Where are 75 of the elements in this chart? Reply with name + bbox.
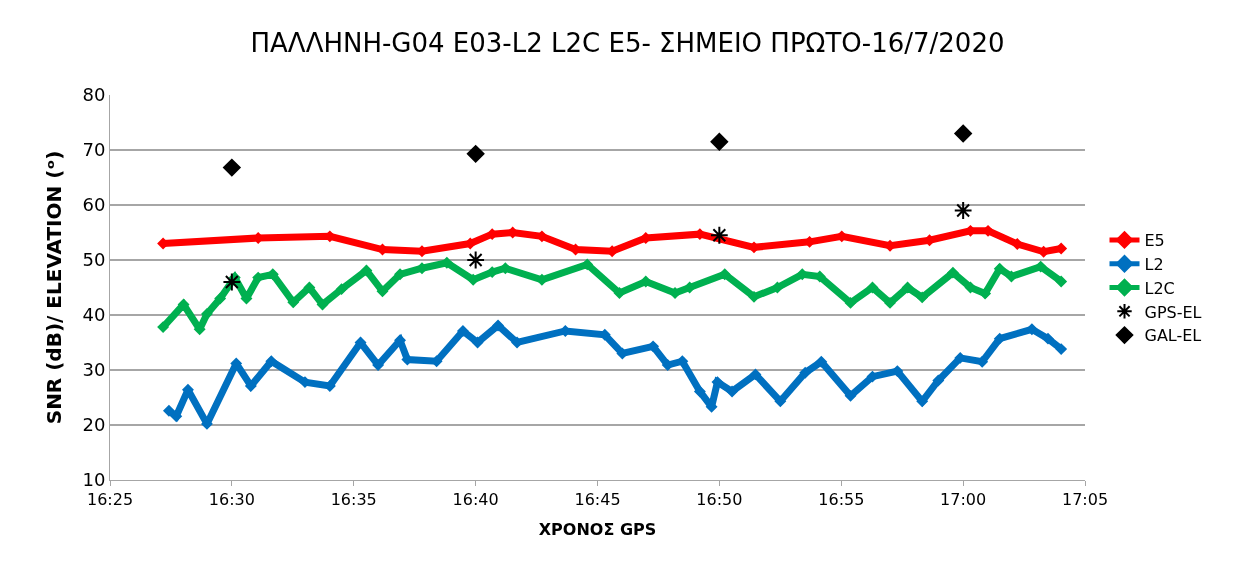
y-tick-label: 10: [82, 469, 106, 491]
y-tick-label: 30: [82, 359, 106, 381]
point: [457, 325, 469, 337]
point: [953, 201, 973, 220]
y-axis-title: SNR (dB)/ ELEVATION (ᵒ): [41, 150, 66, 425]
point: [954, 124, 972, 143]
point: [1055, 275, 1067, 287]
y-tick-label: 20: [82, 414, 106, 436]
point: [472, 336, 484, 349]
point: [316, 299, 329, 311]
point: [774, 395, 786, 407]
point: [844, 390, 857, 402]
y-tick-label: 80: [82, 84, 106, 106]
point: [466, 250, 486, 270]
point: [709, 225, 729, 245]
point: [1035, 261, 1047, 273]
point: [947, 267, 959, 279]
x-axis-title: ΧΡΟΝΟΣ GPS: [538, 519, 657, 539]
legend-label: GAL-EL: [1144, 326, 1202, 346]
point: [726, 385, 738, 397]
legend-label: E5: [1144, 231, 1165, 251]
point: [214, 292, 226, 305]
point: [916, 291, 928, 303]
point: [163, 405, 175, 417]
y-tick-label: 50: [82, 249, 106, 271]
point: [467, 274, 479, 286]
point: [376, 285, 389, 297]
point: [748, 291, 760, 303]
point: [932, 374, 944, 386]
point: [360, 264, 372, 276]
x-tick-label: 16:45: [574, 490, 621, 510]
point: [1005, 270, 1017, 283]
point: [335, 283, 348, 295]
x-tick-label: 16:50: [696, 490, 743, 510]
point: [372, 359, 384, 371]
x-tick-label: 17:00: [940, 490, 987, 510]
point: [979, 288, 991, 300]
y-tick-label: 40: [82, 304, 106, 326]
point: [1055, 343, 1067, 355]
point: [222, 272, 242, 292]
point: [466, 145, 485, 163]
point: [1042, 333, 1054, 345]
point: [201, 308, 213, 320]
point: [265, 355, 277, 367]
point: [719, 268, 731, 280]
x-tick-label: 16:25: [86, 490, 134, 510]
chart-title: ΠΑΛΛΗΝΗ-G04 E03-L2 L2C E5- ΣΗΜΕΙΟ ΠΡΩΤΟ-16/7/2020: [250, 28, 1005, 59]
point: [287, 296, 299, 308]
x-tick-label: 16:35: [330, 490, 377, 510]
x-tick-label: 16:40: [452, 490, 499, 510]
y-tick-label: 70: [82, 139, 106, 161]
point: [492, 319, 504, 331]
x-tick-label: 17:05: [1061, 490, 1109, 510]
legend-label: L2: [1144, 254, 1164, 274]
x-tick-label: 16:30: [208, 490, 255, 510]
point: [694, 385, 706, 397]
point: [799, 367, 811, 379]
point: [749, 368, 762, 380]
point: [303, 281, 315, 294]
y-tick-label: 60: [82, 194, 106, 216]
point: [815, 356, 827, 368]
point: [223, 158, 241, 177]
point: [916, 395, 928, 407]
point: [613, 287, 625, 299]
point: [994, 263, 1006, 275]
x-tick-label: 16:55: [818, 490, 865, 510]
point: [902, 281, 914, 294]
point: [844, 297, 857, 309]
point: [355, 336, 367, 349]
point: [710, 132, 729, 151]
point: [866, 281, 879, 294]
point: [884, 297, 896, 309]
point: [157, 321, 169, 333]
legend-label: L2C: [1144, 278, 1175, 298]
legend-label: GPS-EL: [1144, 302, 1202, 322]
